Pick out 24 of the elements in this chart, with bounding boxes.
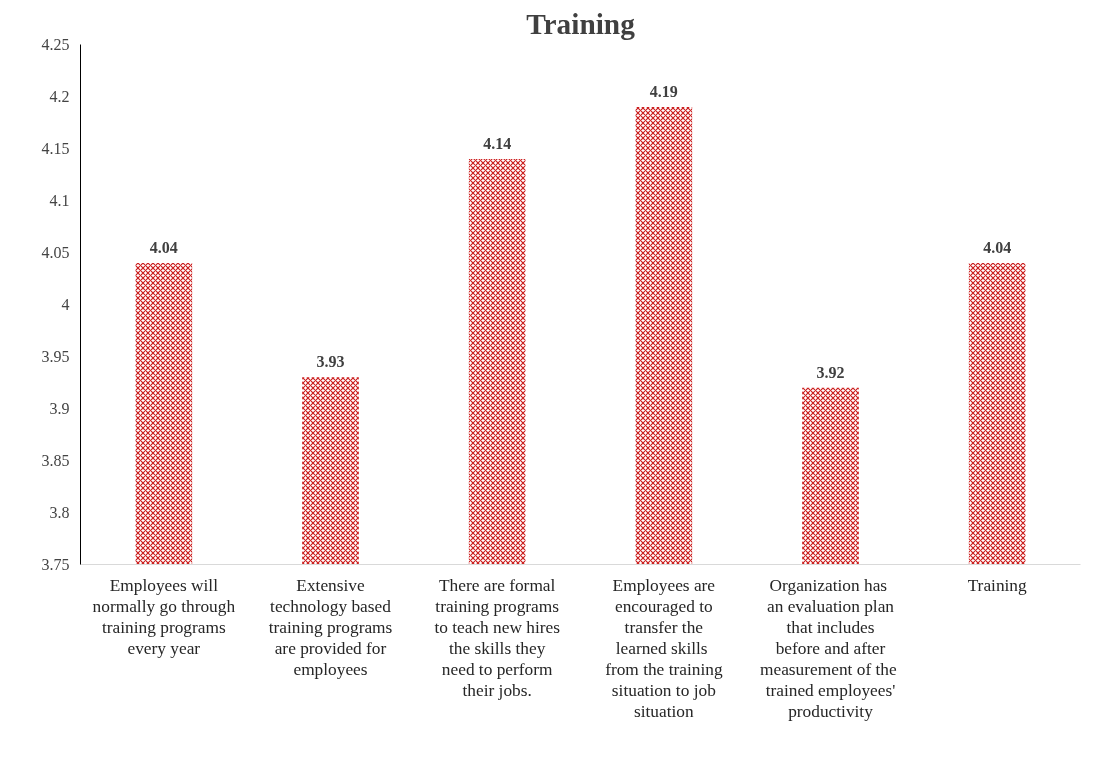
data-label: 3.92 [816, 363, 845, 381]
data-label: 4.14 [483, 134, 512, 152]
y-tick-label: 3.9 [49, 400, 70, 417]
x-tick-label: Employees are encouraged to transfer the learned skills from the training situation to job situation [605, 576, 723, 721]
y-tick-label: 4.25 [41, 36, 70, 53]
x-tick-label: Employees will normally go through training programs every year [92, 576, 236, 659]
data-label: 4.19 [649, 82, 678, 100]
y-tick-label: 4.15 [41, 140, 70, 157]
y-tick-label: 3.85 [41, 452, 70, 469]
x-tick-label: Training [967, 576, 1028, 596]
chart-title: Training [526, 7, 636, 40]
x-tick-label: Organization has an evaluation plan that includes before and after measurement of the trained employees' productivity [760, 576, 897, 721]
y-tick-label: 3.8 [49, 504, 70, 521]
data-label: 4.04 [149, 238, 178, 256]
data-label: 3.93 [316, 353, 345, 371]
y-tick-label: 3.95 [41, 348, 70, 365]
y-tick-label: 4.1 [49, 192, 70, 209]
y-tick-label: 4 [61, 296, 70, 313]
y-tick-label: 4.2 [49, 88, 70, 105]
data-label: 4.04 [983, 238, 1012, 256]
x-tick-label: There are formal training programs to teach new hires the skills they need to perform their jobs. [434, 576, 561, 700]
y-tick-label: 4.05 [41, 244, 70, 261]
x-tick-label: Extensive technology based training programs are provided for employees [268, 576, 393, 679]
y-tick-label: 3.75 [41, 556, 70, 573]
